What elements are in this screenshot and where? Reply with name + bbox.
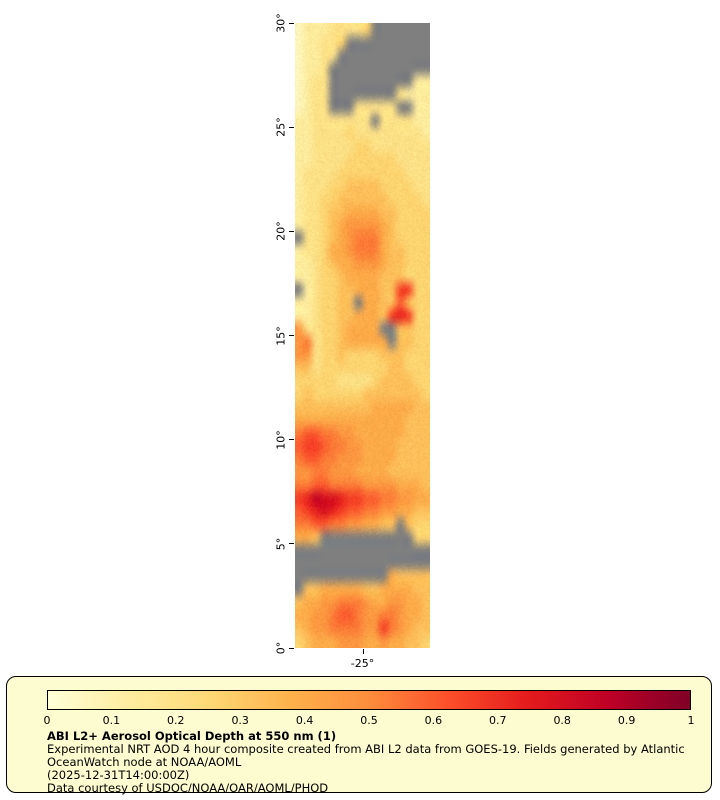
latitude-tick-label: 30° — [275, 13, 288, 33]
latitude-tick — [289, 23, 294, 24]
colorbar-tick-label: 0.7 — [489, 714, 507, 727]
colorbar-tick-label: 0.1 — [103, 714, 121, 727]
aod-heatmap-canvas — [295, 23, 430, 648]
latitude-tick — [289, 543, 294, 544]
colorbar-tick-label: 0.9 — [618, 714, 636, 727]
longitude-tick — [363, 649, 364, 654]
latitude-tick-label: 5° — [275, 538, 288, 551]
legend-text-block: ABI L2+ Aerosol Optical Depth at 550 nm … — [47, 730, 699, 795]
colorbar-tick-labels: 0 0.1 0.2 0.3 0.4 0.5 0.6 0.7 0.8 0.9 1 — [47, 714, 691, 727]
colorbar-tick-label: 0.8 — [553, 714, 571, 727]
latitude-tick-label: 20° — [275, 222, 288, 242]
latitude-tick — [289, 335, 294, 336]
latitude-tick — [289, 231, 294, 232]
colorbar-tick-label: 0.3 — [231, 714, 249, 727]
latitude-tick-label: 0° — [275, 642, 288, 655]
colorbar-tick-label: 0.4 — [296, 714, 314, 727]
page-root: { "map": { "lat_ticks_top_to_bottom": ["… — [0, 0, 720, 800]
latitude-tick-label: 15° — [275, 326, 288, 346]
colorbar-tick-label: 0.2 — [167, 714, 185, 727]
legend-line-4: Data courtesy of USDOC/NOAA/OAR/AOML/PHO… — [47, 782, 699, 795]
colorbar-tick-label: 0.6 — [425, 714, 443, 727]
latitude-tick — [289, 439, 294, 440]
colorbar-gradient — [47, 690, 691, 710]
colorbar-tick-label: 1 — [688, 714, 695, 727]
legend-panel: 0 0.1 0.2 0.3 0.4 0.5 0.6 0.7 0.8 0.9 1 ABI L2+ Ae… — [6, 676, 712, 793]
latitude-tick-label: 10° — [275, 430, 288, 450]
longitude-tick-label: -25° — [351, 657, 374, 670]
colorbar-tick-label: 0.5 — [360, 714, 378, 727]
aod-map-figure: 30° 25° 20° 15° 10° 5° 0° -25° — [295, 23, 430, 648]
latitude-tick-label: 25° — [275, 117, 288, 137]
colorbar-tick-label: 0 — [44, 714, 51, 727]
latitude-tick — [289, 648, 294, 649]
latitude-tick — [289, 127, 294, 128]
